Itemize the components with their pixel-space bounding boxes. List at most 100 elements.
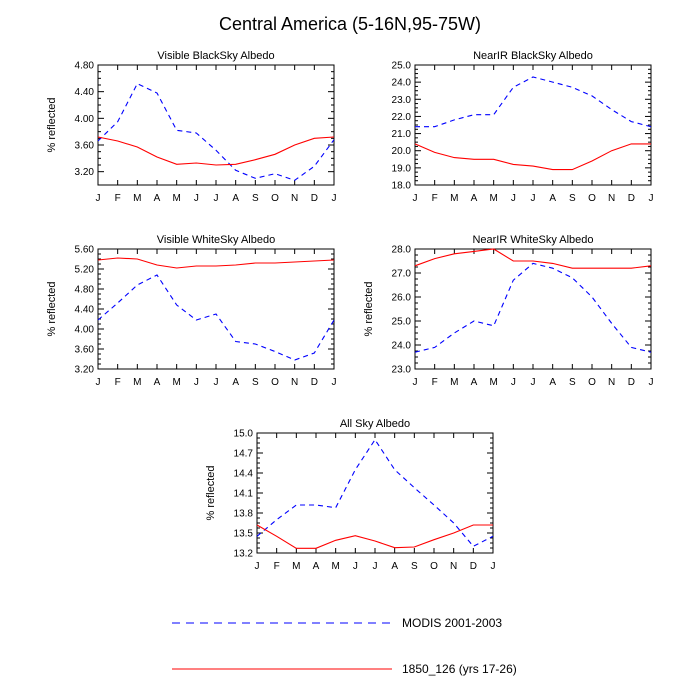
x-tick-label: S (411, 561, 418, 572)
x-tick-label: J (255, 561, 260, 572)
legend-label-model: 1850_126 (yrs 17-26) (402, 662, 517, 676)
chart-panel: Visible WhiteSky Albedo % reflected J F M A M J… (46, 234, 337, 388)
x-tick-label: O (588, 193, 596, 204)
x-tick-label: A (471, 193, 478, 204)
x-tick-label: F (115, 377, 121, 388)
x-tick-label: S (569, 377, 576, 388)
x-tick-label: J (511, 377, 516, 388)
x-tick-label: F (432, 193, 438, 204)
x-tick-label: F (115, 193, 121, 204)
y-tick-label: 20.0 (392, 146, 412, 157)
x-tick-label: J (194, 377, 199, 388)
x-tick-label: M (133, 377, 141, 388)
series-line-modis (415, 76, 652, 128)
chart-title: All Sky Albedo (340, 418, 410, 430)
y-tick-label: 28.0 (392, 245, 412, 256)
figure-title: Central America (5-16N,95-75W) (219, 14, 481, 34)
x-tick-label: N (608, 193, 615, 204)
y-axis-label: % reflected (46, 281, 58, 336)
chart-title: Visible WhiteSky Albedo (157, 234, 275, 246)
y-tick-label: 5.20 (75, 265, 95, 276)
x-tick-label: A (549, 193, 556, 204)
y-tick-label: 4.40 (75, 87, 95, 98)
y-tick-label: 13.2 (234, 549, 254, 560)
x-tick-label: M (331, 561, 339, 572)
x-tick-label: A (391, 561, 398, 572)
y-tick-label: 13.5 (234, 529, 254, 540)
y-tick-label: 4.40 (75, 305, 95, 316)
series-line-model (97, 257, 335, 269)
y-tick-label: 19.0 (392, 163, 412, 174)
y-tick-label: 23.0 (392, 95, 412, 106)
y-tick-label: 23.0 (392, 365, 412, 376)
chart-title: NearIR BlackSky Albedo (473, 50, 593, 62)
plot-frame (414, 248, 652, 370)
legend: MODIS 2001-2003 1850_126 (yrs 17-26) (172, 616, 517, 676)
series-line-modis (414, 262, 652, 353)
y-tick-label: 3.20 (75, 167, 95, 178)
plot-frame (97, 248, 335, 370)
x-tick-label: F (274, 561, 280, 572)
y-tick-label: 13.8 (234, 509, 254, 520)
y-tick-label: 24.0 (392, 341, 412, 352)
plot-frame (256, 432, 494, 554)
y-tick-label: 26.0 (392, 293, 412, 304)
x-tick-label: J (491, 561, 496, 572)
x-tick-label: M (133, 193, 141, 204)
x-tick-label: J (531, 377, 536, 388)
x-tick-label: S (252, 193, 259, 204)
series-line-model (97, 136, 335, 166)
x-tick-label: M (450, 193, 458, 204)
x-tick-label: J (413, 193, 418, 204)
x-tick-label: A (549, 377, 556, 388)
legend-label-modis: MODIS 2001-2003 (402, 616, 502, 630)
x-tick-label: D (311, 193, 318, 204)
y-tick-label: 15.0 (234, 429, 254, 440)
y-tick-label: 18.0 (392, 181, 412, 192)
x-tick-label: D (628, 377, 635, 388)
x-tick-label: D (311, 377, 318, 388)
x-tick-label: N (291, 377, 298, 388)
x-tick-label: F (432, 377, 438, 388)
x-tick-label: J (649, 193, 654, 204)
y-tick-label: 25.0 (392, 317, 412, 328)
x-tick-label: O (430, 561, 438, 572)
x-tick-label: J (332, 377, 337, 388)
y-tick-label: 5.60 (75, 245, 95, 256)
y-tick-label: 4.80 (75, 61, 95, 72)
y-tick-label: 14.7 (234, 449, 254, 460)
x-tick-label: J (373, 561, 378, 572)
series-line-model (414, 248, 652, 269)
series-line-model (414, 143, 651, 171)
y-tick-label: 14.4 (234, 469, 254, 480)
y-tick-label: 3.20 (75, 365, 95, 376)
x-tick-label: J (353, 561, 358, 572)
x-tick-label: M (172, 377, 180, 388)
y-tick-label: 22.0 (392, 112, 412, 123)
x-tick-label: A (232, 377, 239, 388)
x-tick-label: A (154, 193, 161, 204)
x-tick-label: J (531, 193, 536, 204)
x-tick-label: M (489, 377, 497, 388)
chart-title: NearIR WhiteSky Albedo (472, 234, 593, 246)
x-tick-label: A (313, 561, 320, 572)
x-tick-label: O (588, 377, 596, 388)
x-tick-label: D (470, 561, 477, 572)
x-tick-label: J (194, 193, 199, 204)
y-axis-label: % reflected (46, 97, 58, 152)
y-tick-label: 4.00 (75, 325, 95, 336)
x-tick-label: J (649, 377, 654, 388)
x-tick-label: D (628, 193, 635, 204)
x-tick-label: M (450, 377, 458, 388)
x-tick-label: J (214, 193, 219, 204)
y-tick-label: 14.1 (234, 489, 254, 500)
x-tick-label: N (450, 561, 457, 572)
chart-title: Visible BlackSky Albedo (157, 50, 274, 62)
x-tick-label: J (413, 377, 418, 388)
series-line-modis (97, 82, 335, 181)
x-tick-label: A (232, 193, 239, 204)
